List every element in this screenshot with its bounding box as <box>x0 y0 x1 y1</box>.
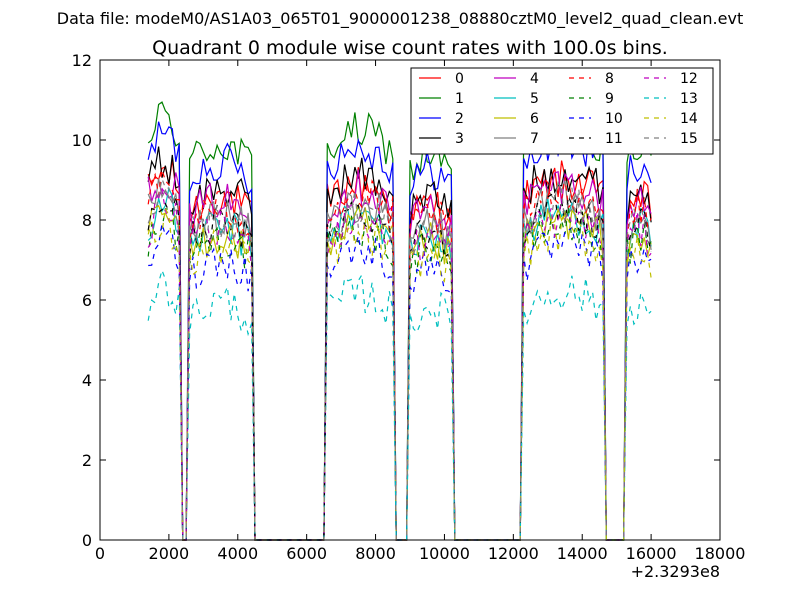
x-tick-label: 6000 <box>286 544 327 563</box>
y-tick-label: 10 <box>72 131 92 150</box>
x-tick-label: 0 <box>95 544 105 563</box>
legend-label-9: 9 <box>605 91 614 107</box>
x-tick-label: 10000 <box>419 544 470 563</box>
legend-label-15: 15 <box>680 131 698 147</box>
legend-label-4: 4 <box>530 71 539 87</box>
series-line-14 <box>147 206 652 541</box>
legend-label-12: 12 <box>680 71 698 87</box>
legend-label-3: 3 <box>455 131 464 147</box>
x-tick-label: 16000 <box>626 544 677 563</box>
legend-label-0: 0 <box>455 71 464 87</box>
legend-label-13: 13 <box>680 91 698 107</box>
x-tick-label: 14000 <box>557 544 608 563</box>
x-tick-label: 8000 <box>355 544 396 563</box>
y-tick-label: 6 <box>82 291 92 310</box>
ticks-layer: 0 2000 4000 6000 8000 10000 12000 14000 16000 180… <box>72 51 746 563</box>
x-offset-label: +2.3293e8 <box>631 562 720 581</box>
chart-title: Quadrant 0 module wise count rates with … <box>152 37 668 59</box>
legend-label-10: 10 <box>605 111 623 127</box>
chart-suptitle: Data file: modeM0/AS1A03_065T01_90000012… <box>57 9 743 29</box>
legend-label-1: 1 <box>455 91 464 107</box>
y-tick-label: 12 <box>72 51 92 70</box>
x-tick-label: 12000 <box>488 544 539 563</box>
plot-frame <box>99 59 721 541</box>
x-tick-label: 2000 <box>149 544 190 563</box>
series-line-12 <box>147 188 652 541</box>
x-tick-label: 4000 <box>217 544 258 563</box>
legend-label-11: 11 <box>605 131 623 147</box>
legend-label-2: 2 <box>455 111 464 127</box>
legend-label-8: 8 <box>605 71 614 87</box>
y-tick-label: 4 <box>82 371 92 390</box>
y-tick-label: 0 <box>82 531 92 550</box>
y-tick-label: 2 <box>82 451 92 470</box>
legend-box <box>410 67 714 155</box>
legend-label-5: 5 <box>530 91 539 107</box>
y-tick-label: 8 <box>82 211 92 230</box>
x-tick-label: 18000 <box>695 544 746 563</box>
legend-label-14: 14 <box>680 111 698 127</box>
legend-label-7: 7 <box>530 131 539 147</box>
legend-label-6: 6 <box>530 111 539 127</box>
